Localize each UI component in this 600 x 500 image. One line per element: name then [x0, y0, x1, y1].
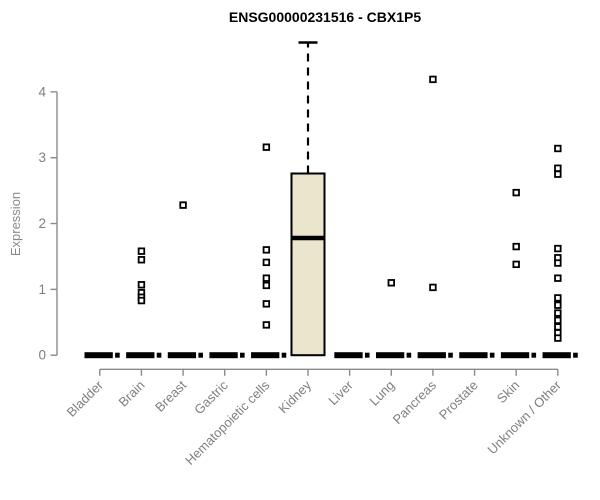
- outlier-point: [262, 258, 271, 267]
- outlier-point: [554, 170, 562, 178]
- outlier-point: [137, 281, 146, 289]
- outlier-point: [262, 300, 271, 308]
- y-tick-label: 2: [38, 216, 46, 231]
- outlier-point: [262, 246, 271, 254]
- zero-bar: [251, 352, 280, 359]
- zero-bar-dot: [573, 352, 578, 358]
- zero-bar-dot: [240, 352, 245, 358]
- outlier-point: [554, 309, 562, 317]
- outlier-point: [554, 164, 562, 172]
- outlier-point: [554, 323, 562, 331]
- zero-bar-dot: [406, 352, 412, 358]
- outlier-point: [554, 144, 562, 153]
- outlier-point: [262, 321, 271, 329]
- x-tick-label: Brain: [115, 378, 147, 410]
- x-tick-label: Skin: [494, 378, 522, 406]
- box-breast: [167, 352, 203, 359]
- outlier-point: [554, 301, 562, 309]
- outlier-point: [179, 201, 187, 209]
- x-tick-label: Liver: [325, 377, 356, 408]
- zero-bar: [459, 352, 488, 359]
- y-tick-label: 3: [38, 150, 46, 165]
- zero-bar-dot: [198, 352, 203, 358]
- box-liver: [334, 352, 370, 359]
- zero-bar-dot: [531, 352, 537, 358]
- outlier-point: [554, 259, 562, 267]
- zero-bar-dot: [364, 352, 370, 358]
- y-axis: 0 1 2 3 4: [38, 84, 58, 363]
- box-pancreas: [417, 352, 453, 359]
- outlier-point: [262, 143, 271, 151]
- box-prostate: [459, 352, 495, 359]
- x-tick-label: Kidney: [275, 377, 314, 416]
- zero-bar-dot: [281, 352, 287, 358]
- x-tick-label: Prostate: [436, 378, 481, 423]
- chart-title: ENSG00000231516 - CBX1P5: [228, 9, 422, 25]
- outlier-point: [512, 188, 520, 197]
- outlier-point: [429, 283, 437, 292]
- outlier-point: [262, 281, 271, 290]
- outlier-point: [512, 260, 520, 269]
- zero-bar: [500, 352, 530, 359]
- y-tick-label: 1: [38, 282, 46, 297]
- box-brain: [126, 352, 162, 359]
- x-tick-label: Bladder: [64, 377, 107, 420]
- x-tick-label: Gastric: [191, 377, 231, 417]
- zero-bar-dot: [156, 352, 162, 358]
- zero-bar: [84, 352, 113, 359]
- outlier-point: [387, 279, 395, 287]
- zero-bar: [209, 352, 238, 359]
- outlier-point: [137, 256, 146, 264]
- x-tick-label: Pancreas: [390, 377, 440, 427]
- y-tick-label: 0: [38, 348, 46, 363]
- box-lung: [375, 352, 412, 359]
- outlier-point: [554, 244, 562, 253]
- outlier-point: [554, 334, 562, 342]
- box-unknown-other: [542, 352, 578, 359]
- outlier-point: [554, 294, 562, 302]
- zero-bar: [542, 352, 571, 359]
- outlier-point: [512, 242, 520, 251]
- zero-bar-dot: [448, 352, 453, 358]
- outlier-point: [137, 247, 146, 255]
- zero-bar: [417, 352, 446, 359]
- zero-bar: [126, 352, 155, 359]
- box-gastric: [209, 352, 245, 359]
- zero-bar: [334, 352, 363, 359]
- x-tick-label: Breast: [152, 377, 189, 414]
- outlier-point: [429, 75, 437, 84]
- box-kidney: [290, 41, 326, 357]
- zero-bar-dot: [489, 352, 495, 358]
- outlier-point: [554, 316, 562, 325]
- box-skin: [500, 352, 537, 359]
- zero-bar: [375, 352, 405, 359]
- box-bladder: [84, 352, 120, 359]
- box-rect: [290, 172, 326, 357]
- y-tick-label: 4: [38, 84, 46, 99]
- outlier-points: [137, 75, 562, 342]
- zero-bar: [167, 352, 197, 359]
- outlier-point: [137, 296, 146, 305]
- zero-bar-dot: [115, 352, 120, 358]
- x-tick-label: Lung: [366, 378, 397, 409]
- outlier-point: [262, 274, 271, 282]
- outlier-point: [554, 274, 562, 282]
- box-hematopoietic-cells: [251, 352, 287, 359]
- x-tick-label: Unknown / Other: [484, 377, 564, 457]
